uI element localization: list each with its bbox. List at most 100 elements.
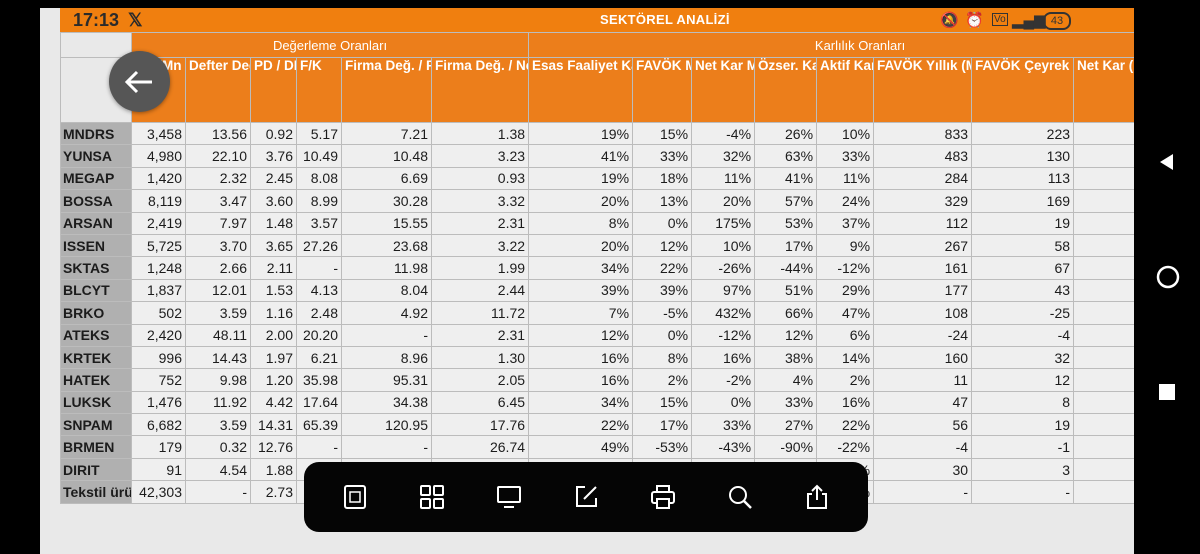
print-icon[interactable]: [649, 483, 677, 511]
table-cell: 49%: [528, 435, 634, 459]
column-header[interactable]: Firma Değ. / Net Satış: [430, 57, 530, 123]
back-button[interactable]: [109, 51, 170, 112]
table-cell: [1073, 256, 1134, 280]
table-cell: 15%: [632, 390, 693, 415]
table-cell: -5%: [632, 301, 693, 325]
table-cell: 91: [131, 457, 186, 482]
column-header[interactable]: Esas Faaliyet Kar Marjı: [528, 57, 634, 123]
column-header[interactable]: Özser. Karlılık: [754, 57, 818, 123]
table-cell: 34%: [528, 256, 634, 280]
table-cell: 20%: [528, 233, 634, 258]
table-cell: [1073, 233, 1134, 258]
home-circle-icon[interactable]: [1155, 264, 1181, 290]
table-cell: 14.43: [185, 345, 251, 370]
column-header[interactable]: F/K: [296, 57, 342, 123]
table-cell: 3.65: [250, 233, 297, 258]
table-cell: 1.16: [250, 301, 297, 325]
table-cell: 113: [971, 166, 1075, 191]
table-cell: [1073, 166, 1134, 191]
column-header[interactable]: FAVÖK Çeyrek (Mn TL): [971, 57, 1075, 123]
table-cell: 66%: [754, 301, 818, 325]
table-cell: [1073, 144, 1134, 168]
column-header[interactable]: Defter Değeri: [185, 57, 251, 123]
data-table: Değerleme Oranları Karlılık Oranları PD …: [60, 32, 1134, 504]
row-label: BLCYT: [60, 278, 132, 303]
table-cell: 2.44: [430, 278, 530, 303]
table-cell: 23.68: [341, 233, 432, 258]
table-cell: 39%: [528, 278, 634, 303]
back-triangle-icon[interactable]: [1155, 150, 1179, 174]
table-cell: 3.32: [430, 189, 530, 213]
battery-icon: 43: [1043, 12, 1071, 30]
table-cell: 33%: [816, 144, 875, 168]
mute-icon: 🔕: [940, 12, 959, 29]
table-cell: 2.00: [250, 323, 297, 347]
search-icon[interactable]: [726, 483, 754, 511]
table-row: KRTEK 996 14.43 1.97 6.21 8.96 1.30 16% 8% 16% 38%…: [60, 345, 1134, 370]
table-row: HATEK 752 9.98 1.20 35.98 95.31 2.05 16% 2% -2% 4%…: [60, 368, 1134, 392]
table-cell: -43%: [691, 435, 756, 459]
table-cell: 752: [131, 368, 186, 392]
table-cell: 8.08: [296, 166, 342, 191]
table-cell: 8,119: [131, 189, 186, 213]
column-header[interactable]: PD / DD: [250, 57, 297, 123]
table-cell: -1: [971, 435, 1075, 459]
table-cell: 12.76: [250, 435, 297, 459]
crop-icon[interactable]: [341, 483, 369, 511]
page-title: SEKTÖREL ANALİZİ: [600, 12, 730, 27]
edit-icon[interactable]: [572, 483, 600, 511]
table-cell: 1.38: [430, 121, 530, 146]
table-cell: 4.42: [250, 390, 297, 415]
table-cell: 13.56: [185, 121, 251, 146]
table-cell: -12%: [816, 256, 875, 280]
table-cell: 38%: [754, 345, 818, 370]
table-cell: 34%: [528, 390, 634, 415]
table-cell: -: [296, 435, 342, 459]
table-cell: -: [341, 435, 432, 459]
table-cell: 4.92: [341, 301, 432, 325]
table-cell: 17%: [754, 233, 818, 258]
table-cell: 7.21: [341, 121, 432, 146]
table-cell: 160: [873, 345, 973, 370]
table-cell: 2.05: [430, 368, 530, 392]
table-cell: 10%: [691, 233, 756, 258]
table-cell: 2.45: [250, 166, 297, 191]
table-cell: 161: [873, 256, 973, 280]
table-cell: 63%: [754, 144, 818, 168]
monitor-icon[interactable]: [495, 483, 523, 511]
grid-icon[interactable]: [418, 483, 446, 511]
table-cell: 47: [873, 390, 973, 415]
column-header[interactable]: Aktif Karlılık: [816, 57, 875, 123]
table-cell: -44%: [754, 256, 818, 280]
table-cell: 58: [971, 233, 1075, 258]
table-cell: 65.39: [296, 413, 342, 437]
share-icon[interactable]: [803, 483, 831, 511]
column-header[interactable]: Firma Değ. / FAVÖK: [341, 57, 432, 123]
table-cell: 177: [873, 278, 973, 303]
table-cell: 6.21: [296, 345, 342, 370]
table-cell: -4: [873, 435, 973, 459]
recents-square-icon[interactable]: [1155, 380, 1179, 404]
column-header[interactable]: Net Kar Marjı: [691, 57, 756, 123]
row-label: SKTAS: [60, 256, 132, 280]
screen: 17:13 𝕏 SEKTÖREL ANALİZİ 🔕 ⏰ Vo ▂▄▆ ◠ 43…: [40, 8, 1134, 554]
row-label: DIRIT: [60, 457, 132, 482]
table-cell: -90%: [754, 435, 818, 459]
table-cell: 18%: [632, 166, 693, 191]
table-cell: 329: [873, 189, 973, 213]
table-cell: 0.32: [185, 435, 251, 459]
table-row: BRKO 502 3.59 1.16 2.48 4.92 11.72 7% -5% 432% 66%…: [60, 301, 1134, 325]
table-cell: 20.20: [296, 323, 342, 347]
table-cell: 3.47: [185, 189, 251, 213]
table-cell: [1073, 278, 1134, 303]
table-cell: 27%: [754, 413, 818, 437]
table-cell: -: [185, 480, 251, 504]
table-cell: 20%: [528, 189, 634, 213]
table-cell: 2,419: [131, 211, 186, 235]
table-cell: 16%: [528, 345, 634, 370]
column-header[interactable]: FAVÖK Yıllık (Mn TL): [873, 57, 973, 123]
table-cell: -: [341, 323, 432, 347]
column-header[interactable]: FAVÖK Marjı: [632, 57, 693, 123]
column-header[interactable]: Net Kar (Mn TL): [1073, 57, 1134, 123]
table-cell: 1,420: [131, 166, 186, 191]
